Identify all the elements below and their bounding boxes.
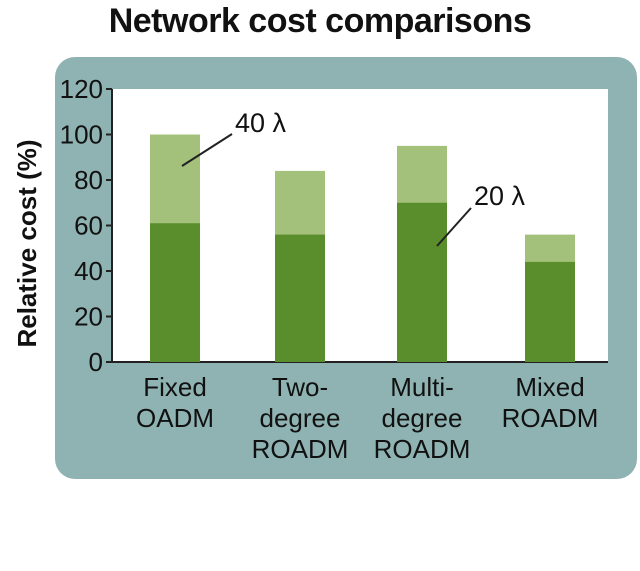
- category-label: Fixed: [143, 372, 207, 402]
- category-label: ROADM: [502, 403, 599, 433]
- annotation-leader: [181, 133, 233, 167]
- y-tick-label: 60: [74, 211, 103, 241]
- category-label: Multi-: [390, 372, 454, 402]
- y-tick-label: 40: [74, 256, 103, 286]
- bar-lower: [397, 202, 447, 362]
- annotation-leader: [436, 207, 472, 247]
- bar-lower: [275, 234, 325, 362]
- annotation-40-lambda: 40 λ: [235, 108, 287, 138]
- category-label: degree: [260, 403, 341, 433]
- category-label: Mixed: [515, 372, 584, 402]
- y-tick-label: 100: [60, 120, 103, 150]
- bar-lower: [525, 261, 575, 362]
- y-axis-title: Relative cost (%): [12, 139, 42, 347]
- category-label: OADM: [136, 403, 214, 433]
- category-label: ROADM: [374, 434, 471, 464]
- bar-lower: [150, 223, 200, 362]
- y-tick-label: 20: [74, 302, 103, 332]
- category-label: Two-: [272, 372, 328, 402]
- annotation-20-lambda: 20 λ: [474, 181, 526, 211]
- category-label: degree: [382, 403, 463, 433]
- chart-title: Network cost comparisons: [108, 2, 532, 40]
- category-label: ROADM: [252, 434, 349, 464]
- y-tick-label: 80: [74, 165, 103, 195]
- y-tick-label: 0: [89, 347, 103, 377]
- y-tick-label: 120: [60, 74, 103, 104]
